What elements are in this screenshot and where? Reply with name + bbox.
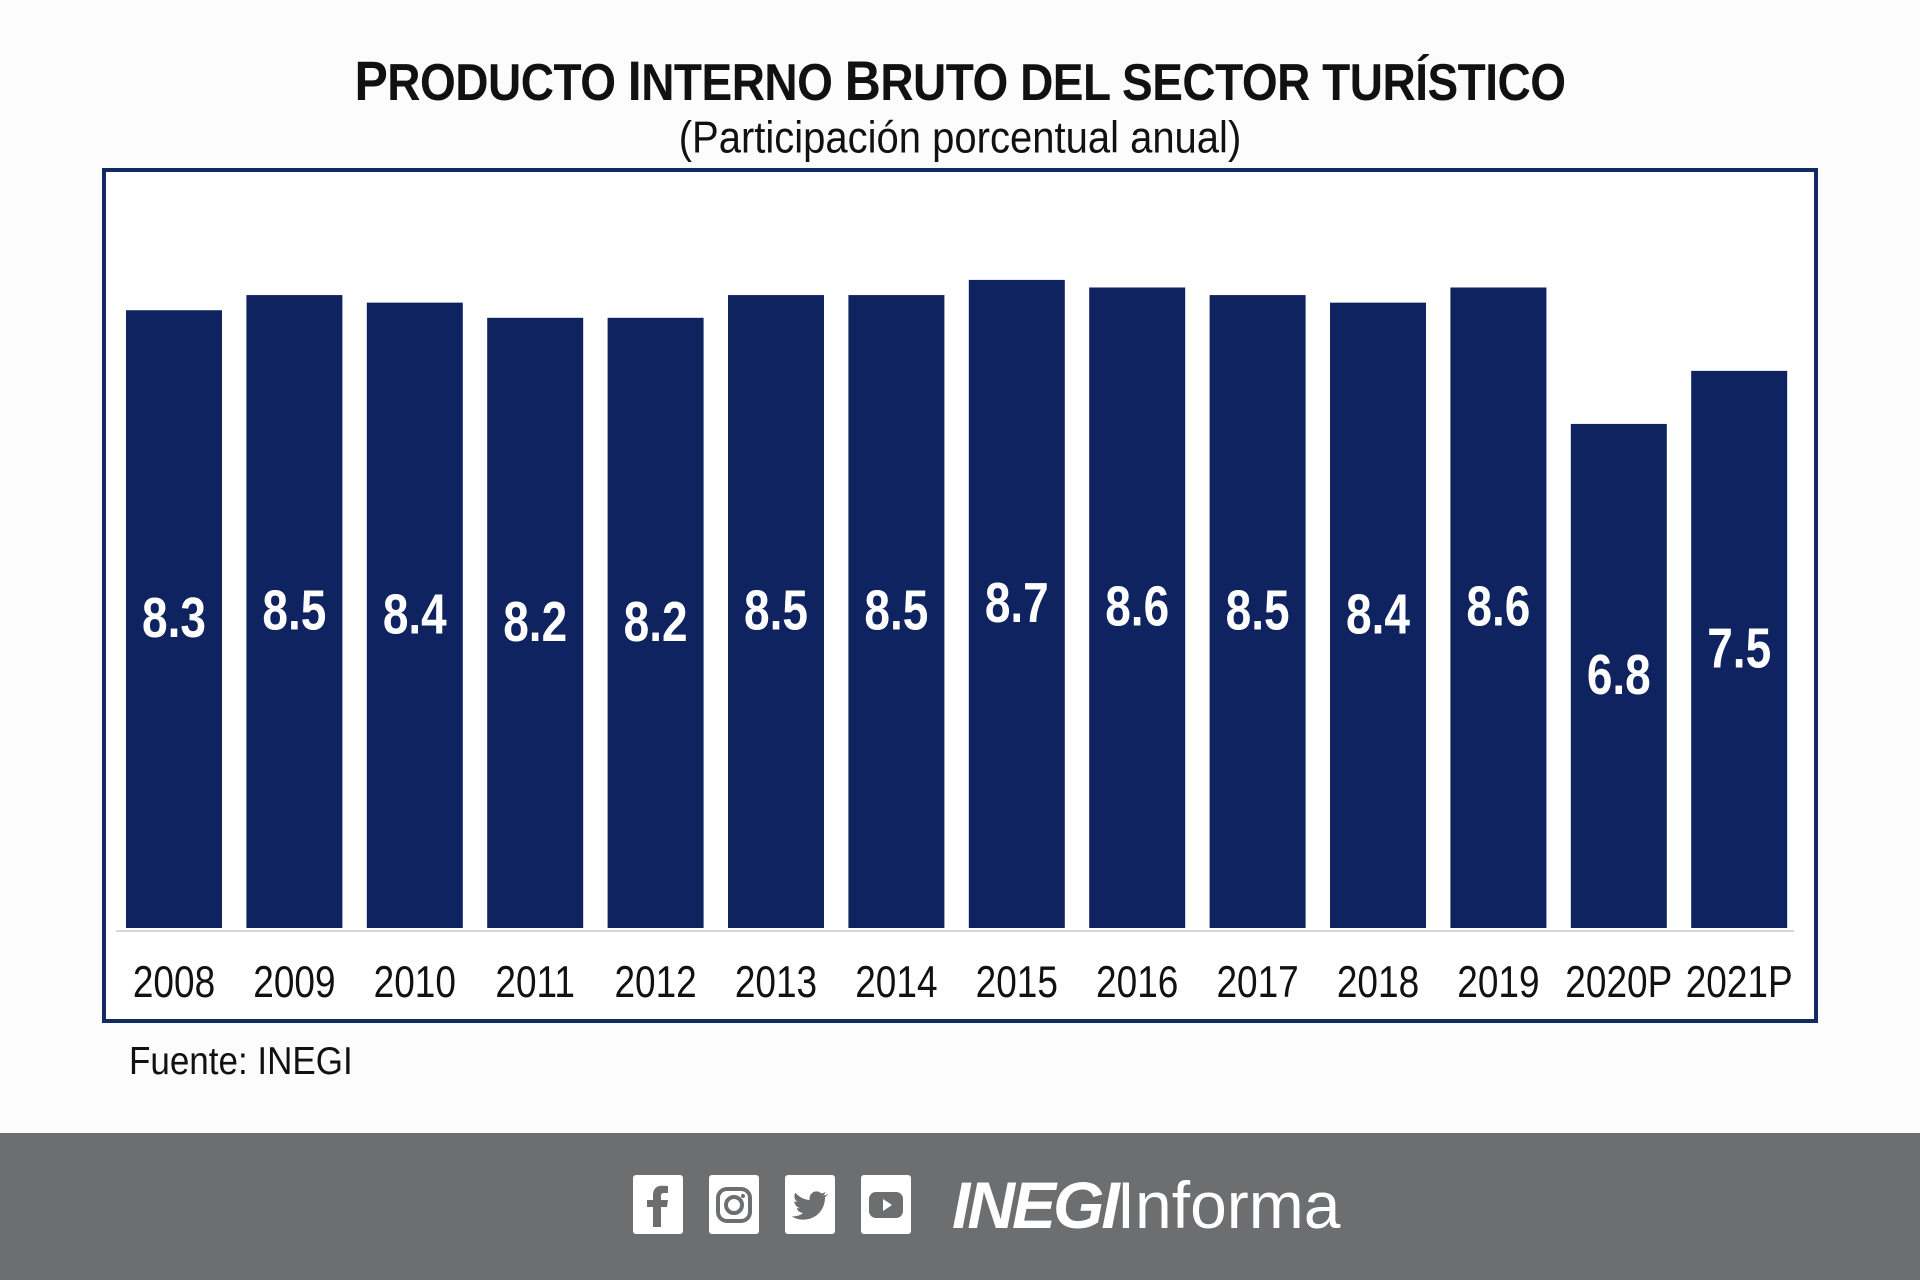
x-tick-label: 2017 bbox=[1216, 957, 1298, 1007]
bar-value-label: 8.3 bbox=[142, 587, 206, 649]
youtube-icon[interactable] bbox=[861, 1175, 911, 1234]
x-tick-label: 2013 bbox=[735, 957, 817, 1007]
inegi-informa-logo: INEGIInforma bbox=[952, 1167, 1340, 1243]
bar-2011 bbox=[487, 317, 584, 928]
title-part: I bbox=[627, 49, 642, 113]
title-part: RODUCTO bbox=[387, 53, 628, 112]
x-tick-label: 2015 bbox=[976, 957, 1058, 1007]
bar-2016 bbox=[1089, 287, 1186, 928]
x-tick-label: 2012 bbox=[614, 957, 696, 1007]
bar-value-label: 8.5 bbox=[744, 579, 808, 641]
title-part: B bbox=[844, 49, 881, 113]
x-tick-label: 2016 bbox=[1096, 957, 1178, 1007]
bar-2020P bbox=[1570, 423, 1667, 928]
bar-value-label: 8.6 bbox=[1466, 575, 1530, 637]
bar-2008 bbox=[126, 310, 222, 929]
bar-2018 bbox=[1330, 302, 1426, 928]
bar-value-label: 8.4 bbox=[1346, 583, 1410, 645]
bar-2012 bbox=[607, 317, 704, 928]
chart-subtitle: (Participación porcentual anual) bbox=[678, 113, 1242, 163]
instagram-icon[interactable] bbox=[709, 1175, 759, 1234]
facebook-icon[interactable] bbox=[633, 1175, 683, 1234]
title-part: P bbox=[354, 49, 388, 113]
bar-2021P bbox=[1691, 370, 1788, 928]
bar-value-label: 8.5 bbox=[1226, 579, 1290, 641]
bar-value-label: 8.4 bbox=[383, 583, 447, 645]
bar-value-label: 8.6 bbox=[1105, 575, 1169, 637]
bar-value-label: 8.2 bbox=[503, 591, 567, 653]
x-tick-label: 2010 bbox=[374, 957, 456, 1007]
bar-2015 bbox=[968, 279, 1065, 928]
bar-2009 bbox=[246, 295, 343, 928]
brand-bold: INEGI bbox=[952, 1168, 1120, 1242]
source-note: Fuente: INEGI bbox=[129, 1040, 353, 1083]
bar-value-label: 8.5 bbox=[262, 579, 326, 641]
x-tick-label: 2021P bbox=[1686, 957, 1793, 1007]
x-tick-label: 2008 bbox=[133, 957, 215, 1007]
x-tick-label: 2018 bbox=[1337, 957, 1419, 1007]
bar-2013 bbox=[728, 295, 824, 928]
title-part: NTERNO bbox=[641, 53, 845, 112]
bar-2014 bbox=[848, 295, 945, 928]
x-tick-label: 2020P bbox=[1565, 957, 1672, 1007]
x-tick-label: 2019 bbox=[1457, 957, 1539, 1007]
bar-value-label: 8.2 bbox=[624, 591, 688, 653]
chart-title: PRODUCTO INTERNO BRUTO DEL SECTOR TURÍST… bbox=[0, 49, 1920, 114]
bar-value-label: 8.5 bbox=[864, 579, 928, 641]
footer-bar: INEGIInforma bbox=[0, 1133, 1920, 1280]
bar-value-label: 8.7 bbox=[985, 572, 1049, 634]
bar-value-label: 6.8 bbox=[1587, 644, 1651, 706]
x-tick-label: 2011 bbox=[495, 957, 575, 1007]
x-tick-label: 2014 bbox=[855, 957, 937, 1007]
bar-2017 bbox=[1209, 295, 1306, 928]
brand-light: Informa bbox=[1116, 1168, 1341, 1242]
bar-value-label: 7.5 bbox=[1707, 617, 1771, 679]
bar-2019 bbox=[1450, 287, 1547, 928]
twitter-icon[interactable] bbox=[785, 1175, 835, 1234]
title-part: RUTO DEL SECTOR TURÍSTICO bbox=[880, 53, 1566, 112]
x-tick-label: 2009 bbox=[253, 957, 335, 1007]
bar-2010 bbox=[366, 302, 463, 928]
